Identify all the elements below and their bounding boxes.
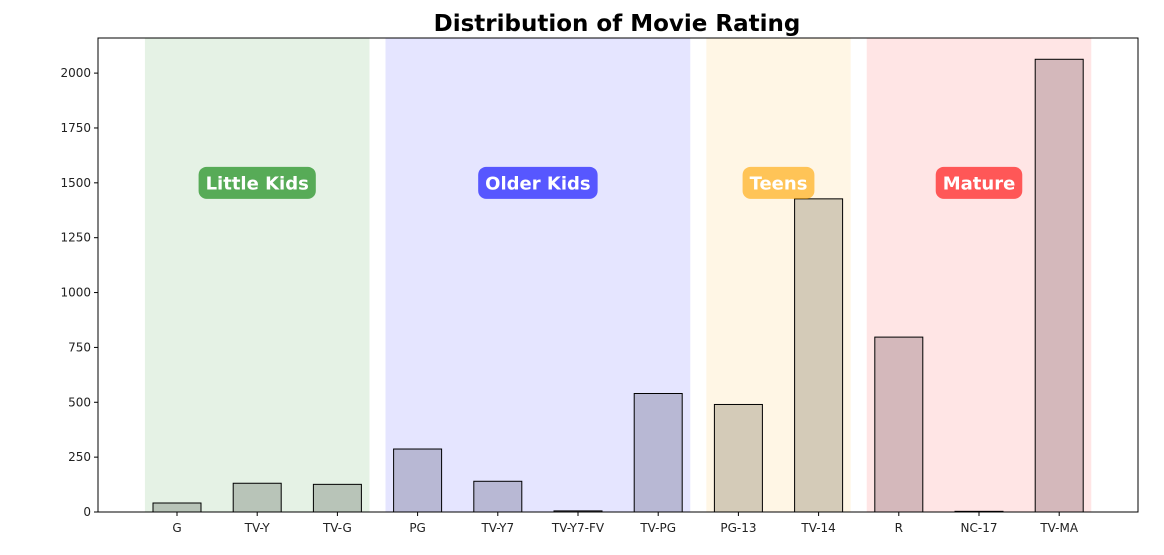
x-tick-label: NC-17	[961, 521, 998, 535]
bar-tv-y	[232, 482, 282, 513]
y-tick-label: 750	[68, 340, 91, 354]
bar-pg	[393, 448, 443, 513]
bars	[152, 58, 1084, 513]
bar-tv-g	[312, 483, 362, 513]
group-label-box	[198, 166, 316, 199]
x-tick-label: TV-G	[322, 521, 352, 535]
x-tick-label: TV-Y7-FV	[551, 521, 605, 535]
group-label-little-kids: Little Kids	[198, 166, 316, 199]
bar-tv-ma	[1034, 58, 1084, 513]
group-label-text: Teens	[750, 173, 808, 194]
group-label-text: Older Kids	[485, 173, 590, 194]
group-band-little-kids	[144, 38, 370, 512]
plot-frame	[97, 37, 1139, 513]
x-tick-label: TV-MA	[1039, 521, 1079, 535]
group-label-teens: Teens	[742, 166, 815, 199]
group-bands	[144, 38, 1092, 512]
x-tick-label: PG	[409, 521, 426, 535]
x-axis: G TV-Y TV-G PG TV-Y7 TV-Y7-FV TV-PG PG-13 TV-14 R…	[172, 512, 1079, 535]
group-label-box	[742, 166, 815, 199]
y-tick-label: 2000	[60, 66, 91, 80]
y-tick-label: 1500	[60, 176, 91, 190]
bar-tv-y7	[473, 480, 523, 513]
y-tick-label: 1750	[60, 121, 91, 135]
group-label-text: Little Kids	[206, 173, 309, 194]
bar-g	[152, 502, 202, 513]
y-tick-label: 500	[68, 395, 91, 409]
bar-tv-pg	[633, 393, 683, 513]
group-labels: Little Kids Older Kids Teens Mature	[198, 166, 1023, 199]
x-tick-label: TV-Y7	[480, 521, 514, 535]
group-label-text: Mature	[943, 173, 1016, 194]
y-tick-label: 1000	[60, 286, 91, 300]
y-tick-label: 250	[68, 450, 91, 464]
x-tick-label: PG-13	[720, 521, 756, 535]
x-tick-label: TV-PG	[639, 521, 676, 535]
group-label-box	[478, 166, 598, 199]
group-label-box	[935, 166, 1023, 199]
y-tick-label: 1250	[60, 231, 91, 245]
bar-pg-13	[713, 403, 763, 513]
y-tick-label: 0	[83, 505, 91, 519]
bar-r	[874, 336, 924, 513]
bar-tv-14	[794, 198, 844, 513]
y-axis: 0 250 500 750 1000 1250 1500 1750 2000	[60, 66, 98, 519]
x-tick-label: G	[172, 521, 181, 535]
group-label-older-kids: Older Kids	[478, 166, 598, 199]
x-tick-label: TV-14	[800, 521, 835, 535]
x-tick-label: R	[895, 521, 903, 535]
group-label-mature: Mature	[935, 166, 1023, 199]
chart-title: Distribution of Movie Rating	[434, 11, 801, 37]
x-tick-label: TV-Y	[244, 521, 271, 535]
